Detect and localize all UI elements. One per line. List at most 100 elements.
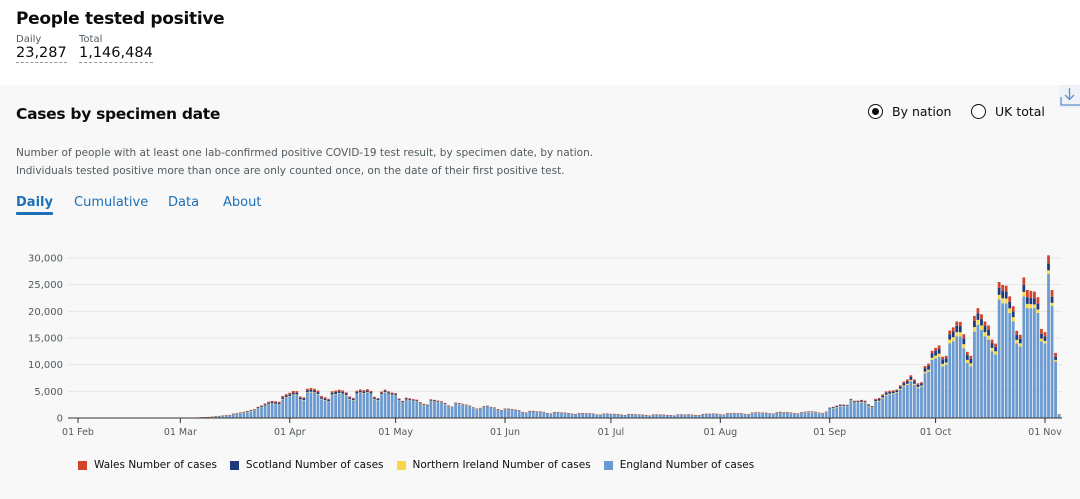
scotland-swatch [229, 460, 239, 470]
legend-item-scotland[interactable]: Scotland Number of cases [229, 459, 384, 471]
england-bar [913, 384, 916, 418]
daily-value[interactable]: 23,287 [16, 45, 67, 63]
england-bar [447, 406, 450, 418]
england-bar [249, 411, 253, 418]
scotland-bar [320, 397, 323, 399]
scotland-bar [408, 399, 412, 401]
england-bar [789, 412, 793, 418]
england-bar [256, 408, 260, 418]
tab-daily[interactable]: Daily [16, 195, 53, 215]
legend-item-northern-ireland[interactable]: Northern Ireland Number of cases [396, 459, 591, 471]
wales-bar [429, 399, 433, 400]
england-bar [803, 412, 807, 418]
northern-ireland-bar [1047, 270, 1050, 274]
northern-ireland-bar [313, 392, 316, 393]
scotland-bar [987, 329, 990, 336]
scotland-bar [913, 381, 916, 384]
download-button[interactable] [1059, 85, 1080, 108]
england-bar [796, 413, 800, 418]
scotland-bar [288, 394, 292, 397]
wales-bar [1040, 328, 1043, 334]
northern-ireland-bar [994, 351, 997, 355]
northern-ireland-bar [863, 402, 867, 404]
northern-ireland-bar [905, 383, 909, 385]
england-bar [920, 386, 923, 418]
wales-bar [990, 339, 994, 344]
england-bar [838, 406, 842, 418]
tab-about[interactable]: About [223, 195, 262, 210]
tab-cumulative[interactable]: Cumulative [74, 195, 149, 210]
scotland-bar [898, 386, 902, 389]
england-bar [260, 407, 263, 418]
wales-bar [853, 400, 856, 402]
scotland-bar [958, 326, 962, 333]
england-bar [298, 399, 302, 418]
scotland-bar [1011, 311, 1015, 318]
england-bar [418, 403, 422, 418]
x-tick-label: 01 May [378, 427, 413, 438]
northern-ireland-bar [867, 405, 870, 407]
wales-bar [358, 389, 362, 391]
legend-item-england[interactable]: England Number of cases [603, 459, 754, 471]
england-bar [951, 341, 955, 418]
x-tick-label: 01 Apr [274, 427, 306, 438]
northern-ireland-bar [983, 332, 987, 337]
legend-label: Scotland Number of cases [245, 459, 384, 471]
england-bar [884, 395, 888, 418]
wales-bar [987, 325, 990, 330]
wales-bar [411, 398, 415, 400]
card-title: Cases by specimen date [16, 105, 221, 123]
radio-by-nation[interactable]: By nation [868, 104, 951, 119]
wales-bar [1001, 284, 1005, 292]
england-bar [567, 413, 570, 418]
northern-ireland-bar [1050, 302, 1054, 306]
wales-bar [884, 391, 888, 393]
england-bar [493, 407, 496, 418]
england-bar [905, 384, 909, 418]
england-bar [351, 400, 355, 418]
northern-ireland-bar [291, 394, 295, 396]
wales-bar [376, 398, 380, 400]
wales-bar [291, 391, 295, 393]
england-bar [320, 399, 323, 418]
northern-ireland-bar [955, 332, 959, 337]
england-bar [602, 413, 606, 418]
scotland-bar [909, 376, 913, 380]
england-bar [853, 403, 856, 418]
england-bar [997, 299, 1001, 418]
wales-bar [298, 396, 302, 398]
legend-item-wales[interactable]: Wales Number of cases [78, 459, 217, 471]
england-bar [422, 405, 426, 418]
wales-bar [1029, 290, 1033, 298]
england-bar [577, 413, 581, 418]
northern-ireland-bar [1036, 309, 1040, 313]
england-bar [849, 400, 853, 418]
england-bar [895, 392, 899, 418]
northern-ireland-bar [306, 392, 309, 393]
england-bar [535, 411, 539, 418]
scotland-bar [1001, 291, 1005, 299]
radio-uk-total[interactable]: UK total [971, 104, 1045, 119]
england-bar [976, 324, 980, 418]
northern-ireland-bar [973, 327, 976, 332]
england-bar [881, 398, 885, 418]
wales-bar [316, 390, 320, 393]
northern-ireland-bar [969, 363, 973, 367]
england-bar [870, 407, 874, 418]
northern-ireland-bar [895, 392, 899, 393]
total-value[interactable]: 1,146,484 [79, 45, 153, 63]
england-bar [1008, 312, 1012, 418]
england-bar [288, 396, 292, 418]
northern-ireland-bar [965, 359, 969, 364]
tab-data[interactable]: Data [168, 195, 200, 210]
wales-bar [1018, 334, 1022, 339]
scotland-bar [983, 326, 987, 333]
england-bar [613, 414, 616, 418]
wales-bar [313, 388, 316, 391]
scotland-bar [295, 392, 299, 395]
x-tick-label: 01 Jul [598, 427, 625, 438]
england-bar [711, 413, 715, 418]
wales-bar [973, 315, 976, 321]
england-bar [775, 412, 779, 418]
england-bar [362, 393, 366, 418]
